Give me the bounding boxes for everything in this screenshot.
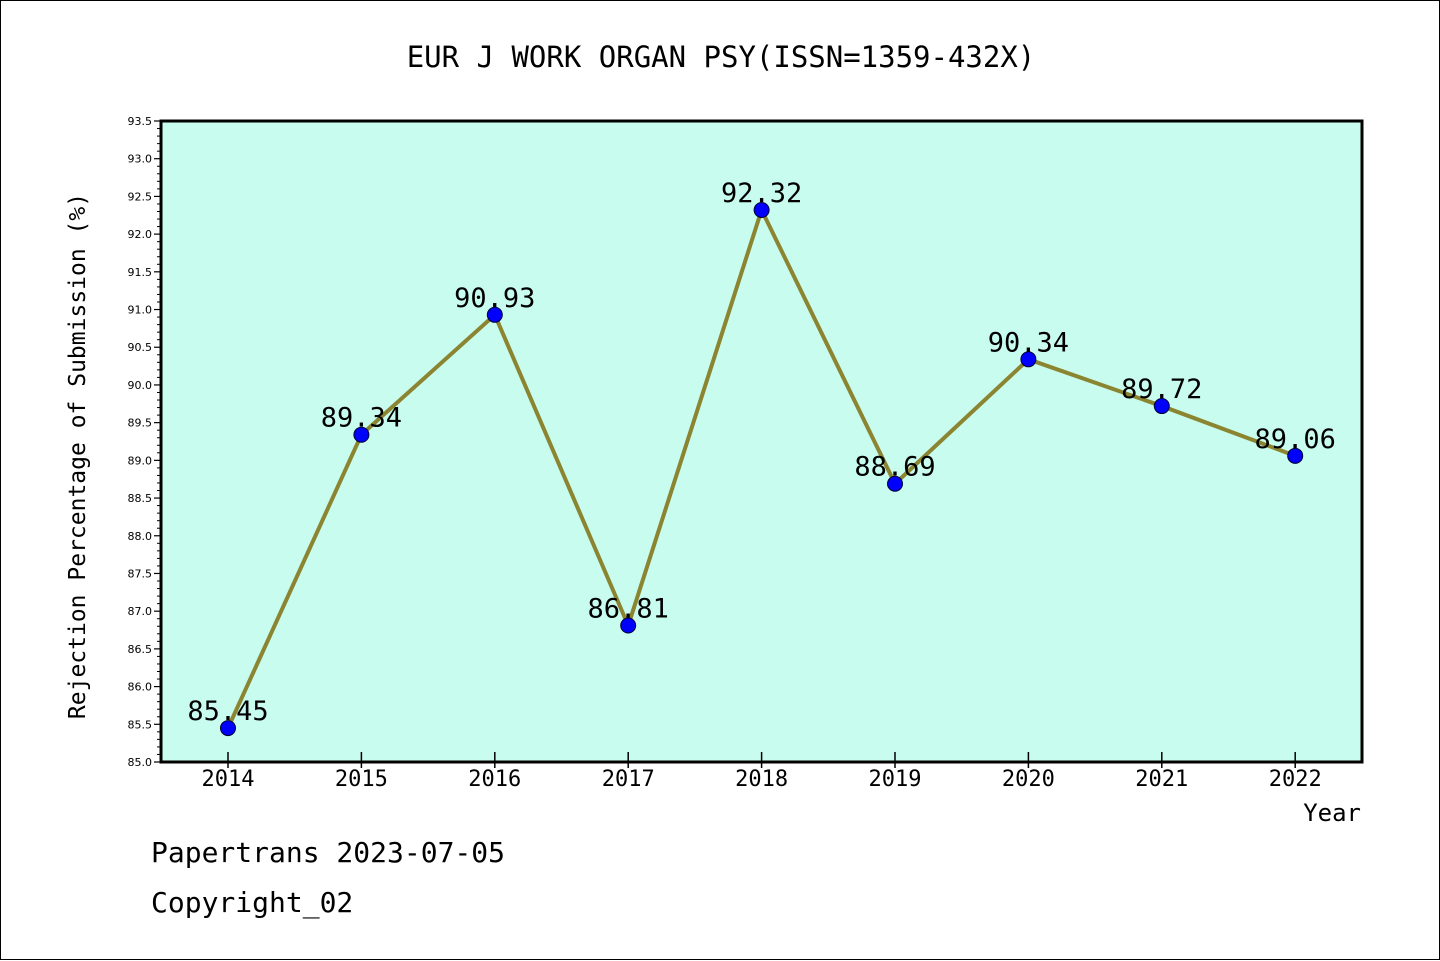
x-axis: 2014 2015 2016 2017 2018 2019 2020 2021 2022 <box>202 752 1322 792</box>
x-tick-label: 2015 <box>335 767 388 792</box>
y-tick-label: 89.5 <box>128 417 153 430</box>
data-point-2015 <box>353 426 370 443</box>
y-tick-label: 90.5 <box>128 341 153 354</box>
x-tick-label: 2019 <box>869 767 922 792</box>
y-tick-label: 86.5 <box>128 643 153 656</box>
data-label-2022: 89.06 <box>1255 424 1336 455</box>
y-axis: 85.0 85.5 86.0 86.5 87.0 87.5 88.0 88.5 89.0 89.5… <box>128 115 161 769</box>
x-axis-title: Year <box>1303 799 1361 827</box>
y-tick-label: 92.5 <box>128 190 153 203</box>
chart-title: EUR J WORK ORGAN PSY(ISSN=1359-432X) <box>407 40 1036 74</box>
data-label-2015: 89.34 <box>321 403 402 434</box>
x-tick-label: 2017 <box>602 767 655 792</box>
data-point-2019 <box>887 475 903 492</box>
y-tick-label: 91.0 <box>128 304 153 317</box>
data-label-2019: 88.69 <box>854 452 935 483</box>
data-point-2017 <box>620 617 637 634</box>
data-point-2021 <box>1153 398 1170 415</box>
data-label-2017: 86.81 <box>588 594 669 625</box>
data-point-2022 <box>1287 447 1304 464</box>
footer-copyright: Copyright_02 <box>151 886 354 919</box>
y-tick-label: 87.0 <box>128 605 153 618</box>
data-point-2014 <box>220 720 236 737</box>
x-tick-label: 2016 <box>468 767 521 792</box>
y-tick-label: 85.5 <box>128 718 153 731</box>
data-label-2021: 89.72 <box>1121 374 1202 405</box>
data-label-2014: 85.45 <box>187 696 268 727</box>
data-label-2016: 90.93 <box>454 283 535 314</box>
footer-source: Papertrans 2023-07-05 <box>151 836 506 869</box>
y-tick-label: 87.5 <box>128 567 153 580</box>
y-tick-label: 88.5 <box>128 492 153 505</box>
y-tick-label: 86.0 <box>128 681 153 694</box>
y-tick-label: 93.5 <box>128 115 153 128</box>
x-tick-label: 2022 <box>1269 767 1322 792</box>
data-point-2016 <box>486 306 503 323</box>
y-tick-label: 91.5 <box>128 266 153 279</box>
y-tick-label: 88.0 <box>128 530 153 543</box>
data-point-2020 <box>1020 351 1037 368</box>
y-tick-label: 89.0 <box>128 454 153 467</box>
x-tick-label: 2018 <box>735 767 788 792</box>
y-axis-title: Rejection Percentage of Submission (%) <box>65 193 91 719</box>
x-tick-label: 2021 <box>1135 767 1188 792</box>
x-tick-label: 2020 <box>1002 767 1055 792</box>
data-label-2020: 90.34 <box>988 327 1069 358</box>
y-tick-label: 92.0 <box>128 228 153 241</box>
data-points <box>220 201 1304 737</box>
y-tick-label: 93.0 <box>128 153 153 166</box>
plot-border <box>159 119 1364 764</box>
data-label-2018: 92.32 <box>721 178 802 209</box>
data-point-2018 <box>753 201 770 218</box>
x-tick-label: 2014 <box>202 767 255 792</box>
y-tick-label: 85.0 <box>128 756 153 769</box>
y-tick-label: 90.0 <box>128 379 153 392</box>
data-labels: 85.45 89.34 90.93 86.81 92.32 88.69 90.34 89.72… <box>187 178 1335 727</box>
